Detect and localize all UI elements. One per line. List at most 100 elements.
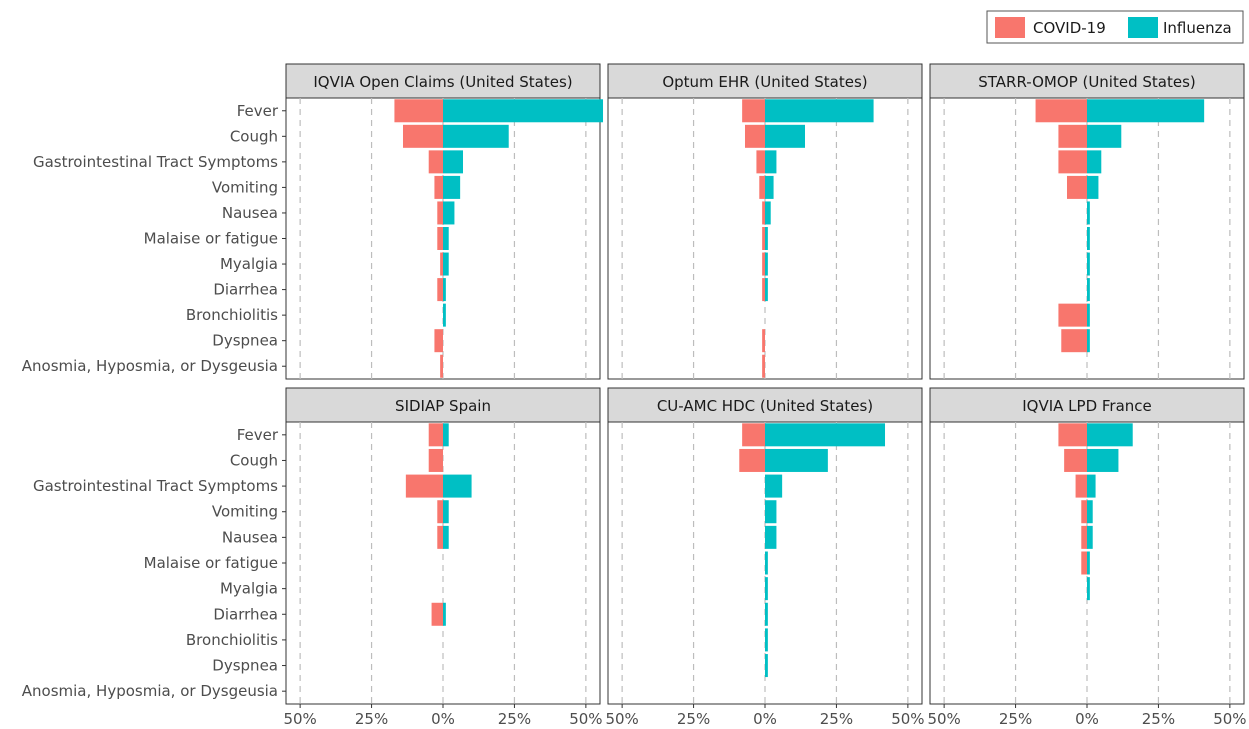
- x-tick-label: 50%: [927, 710, 960, 728]
- bar-covid: [440, 354, 443, 378]
- facet-strip: [607, 63, 923, 99]
- facet-strip: [929, 63, 1245, 99]
- bar-covid: [762, 201, 765, 225]
- bar-covid: [428, 448, 443, 472]
- bar-covid: [762, 278, 765, 302]
- bar-covid: [440, 252, 443, 276]
- x-tick-label: 25%: [498, 710, 531, 728]
- category-label: Malaise or fatigue: [144, 230, 278, 248]
- bar-covid: [394, 99, 443, 123]
- bar-influenza: [443, 500, 449, 524]
- category-label: Malaise or fatigue: [144, 554, 278, 572]
- bar-influenza: [1087, 551, 1090, 575]
- category-label: Diarrhea: [213, 605, 278, 623]
- bar-influenza: [1087, 175, 1099, 199]
- bar-influenza: [765, 577, 768, 601]
- bar-influenza: [1087, 150, 1102, 174]
- facet-title: CU-AMC HDC (United States): [657, 397, 873, 415]
- facet-title: STARR-OMOP (United States): [978, 73, 1196, 91]
- bar-covid: [1066, 175, 1087, 199]
- bar-covid: [428, 150, 443, 174]
- bar-influenza: [443, 175, 461, 199]
- bar-covid: [1064, 448, 1087, 472]
- bar-influenza: [443, 227, 449, 250]
- bar-influenza: [443, 124, 509, 148]
- bar-covid: [1061, 329, 1087, 353]
- category-label: Fever: [237, 102, 279, 120]
- legend: COVID-19 Influenza: [986, 10, 1244, 44]
- x-tick-label: 25%: [677, 710, 710, 728]
- bar-covid: [437, 201, 443, 225]
- bar-influenza: [765, 500, 777, 524]
- bar-covid: [744, 124, 765, 148]
- facet-title: Optum EHR (United States): [662, 73, 867, 91]
- bar-influenza: [765, 474, 783, 498]
- bar-influenza: [765, 602, 768, 626]
- facet-panel: IQVIA LPD France 50% 25% 0% 25% 50%: [927, 387, 1247, 728]
- bar-influenza: [1087, 329, 1090, 353]
- bar-influenza: [1087, 278, 1090, 302]
- legend-key-influenza: [1128, 17, 1158, 38]
- category-label: Myalgia: [220, 580, 278, 598]
- facet-strip: [285, 387, 601, 423]
- bar-influenza: [765, 628, 768, 652]
- bar-covid: [742, 423, 765, 447]
- bar-influenza: [443, 252, 449, 276]
- bar-influenza: [443, 278, 446, 302]
- bar-covid: [434, 329, 443, 353]
- bar-influenza: [1087, 201, 1090, 225]
- facet-panel: STARR-OMOP (United States): [929, 63, 1245, 380]
- category-label: Fever: [237, 426, 279, 444]
- bar-covid: [1058, 423, 1087, 447]
- bar-influenza: [1087, 577, 1090, 601]
- bar-influenza: [443, 99, 604, 123]
- bar-influenza: [765, 99, 874, 123]
- category-label: Bronchiolitis: [186, 306, 278, 324]
- bar-covid: [739, 448, 765, 472]
- x-tick-label: 25%: [1142, 710, 1175, 728]
- bar-influenza: [765, 525, 777, 549]
- bar-influenza: [443, 303, 446, 327]
- x-tick-label: 50%: [1213, 710, 1246, 728]
- x-tick-label: 50%: [891, 710, 924, 728]
- bar-influenza: [1087, 124, 1122, 148]
- bar-influenza: [443, 423, 449, 447]
- bar-influenza: [1087, 303, 1090, 327]
- x-tick-label: 25%: [999, 710, 1032, 728]
- bar-covid: [434, 175, 443, 199]
- bar-influenza: [765, 175, 774, 199]
- category-label: Bronchiolitis: [186, 631, 278, 649]
- x-tick-label: 50%: [605, 710, 638, 728]
- category-label: Nausea: [222, 528, 278, 546]
- bar-influenza: [765, 551, 768, 575]
- category-label: Dyspnea: [212, 657, 278, 675]
- bar-covid: [762, 354, 765, 378]
- category-label: Gastrointestinal Tract Symptoms: [33, 153, 278, 171]
- legend-label-influenza: Influenza: [1163, 19, 1232, 37]
- bar-covid: [405, 474, 443, 498]
- category-label: Diarrhea: [213, 281, 278, 299]
- bar-influenza: [1087, 423, 1133, 447]
- bar-influenza: [765, 227, 768, 250]
- bar-influenza: [443, 201, 455, 225]
- bar-covid: [762, 329, 765, 353]
- bar-influenza: [1087, 99, 1205, 123]
- bar-influenza: [765, 278, 768, 302]
- facet-title: SIDIAP Spain: [395, 397, 491, 415]
- x-tick-label: 25%: [355, 710, 388, 728]
- bar-covid: [1081, 500, 1087, 524]
- bar-influenza: [1087, 500, 1093, 524]
- bar-covid: [742, 99, 765, 123]
- category-label: Cough: [230, 127, 278, 145]
- bar-covid: [1058, 150, 1087, 174]
- bar-covid: [1081, 525, 1087, 549]
- facet-title: IQVIA LPD France: [1022, 397, 1152, 415]
- bar-covid: [762, 252, 765, 276]
- bar-covid: [428, 423, 443, 447]
- facet-panel: CU-AMC HDC (United States) 50% 25% 0% 25% 50%: [605, 387, 925, 728]
- bar-influenza: [1087, 474, 1096, 498]
- bar-influenza: [765, 448, 828, 472]
- category-label: Gastrointestinal Tract Symptoms: [33, 477, 278, 495]
- legend-key-covid: [995, 17, 1025, 38]
